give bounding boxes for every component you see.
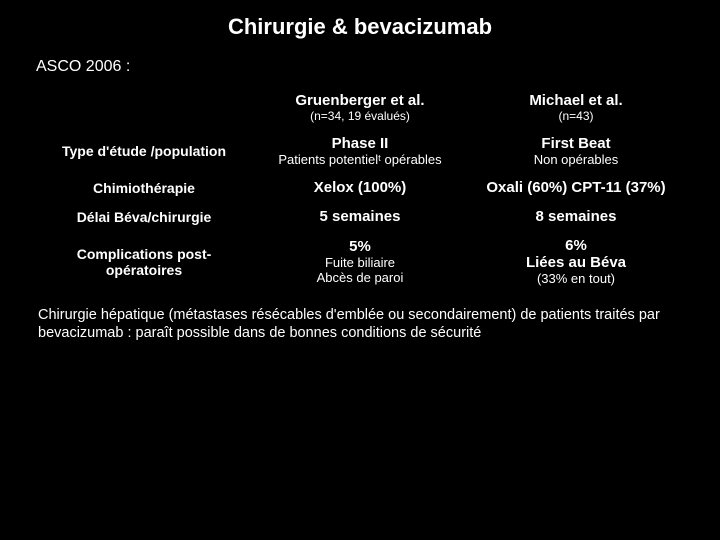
row-header-type-label: Type d'étude /population: [62, 143, 226, 159]
col-header-1: Gruenberger et al. (n=34, 19 évalués): [252, 86, 468, 129]
cell-compl-2: 6% Liées au Béva (33% en tout): [468, 231, 684, 292]
col-header-1-sub: (n=34, 19 évalués): [310, 109, 410, 123]
cell-compl-2-sub1: Liées au Béva: [526, 254, 626, 271]
cell-type-2-sub: Non opérables: [534, 152, 619, 167]
cell-delai-2: 8 semaines: [468, 202, 684, 231]
row-header-complications-label: Complications post-opératoires: [44, 246, 244, 278]
table-corner: [36, 86, 252, 129]
cell-chimio-2: Oxali (60%) CPT-11 (37%): [468, 173, 684, 202]
cell-compl-1-sub1: Fuite biliaire: [325, 255, 395, 270]
cell-type-1: Phase II Patients potentielᵗ opérables: [252, 129, 468, 173]
cell-compl-2-main: 6%: [565, 237, 587, 254]
slide: Chirurgie & bevacizumab ASCO 2006 : Grue…: [0, 0, 720, 540]
col-header-2: Michael et al. (n=43): [468, 86, 684, 129]
row-header-delai: Délai Béva/chirurgie: [36, 202, 252, 231]
row-header-complications: Complications post-opératoires: [36, 231, 252, 292]
cell-compl-1: 5% Fuite biliaire Abcès de paroi: [252, 231, 468, 292]
cell-compl-2-sub2: (33% en tout): [537, 271, 615, 286]
cell-type-1-sub: Patients potentielᵗ opérables: [278, 152, 441, 167]
row-header-chimio: Chimiothérapie: [36, 173, 252, 202]
cell-type-1-main: Phase II: [332, 135, 389, 152]
cell-chimio-1-main: Xelox (100%): [314, 179, 407, 196]
comparison-table: Gruenberger et al. (n=34, 19 évalués) Mi…: [36, 86, 684, 292]
cell-delai-1: 5 semaines: [252, 202, 468, 231]
cell-type-2: First Beat Non opérables: [468, 129, 684, 173]
cell-chimio-2-main: Oxali (60%) CPT-11 (37%): [486, 179, 665, 196]
col-header-1-main: Gruenberger et al.: [295, 92, 424, 109]
cell-type-2-main: First Beat: [541, 135, 610, 152]
page-title: Chirurgie & bevacizumab: [36, 14, 684, 40]
cell-delai-2-main: 8 semaines: [536, 208, 617, 225]
cell-delai-1-main: 5 semaines: [320, 208, 401, 225]
col-header-2-main: Michael et al.: [529, 92, 622, 109]
row-header-type: Type d'étude /population: [36, 129, 252, 173]
col-header-2-sub: (n=43): [558, 109, 593, 123]
row-header-chimio-label: Chimiothérapie: [93, 180, 195, 196]
cell-chimio-1: Xelox (100%): [252, 173, 468, 202]
subtitle: ASCO 2006 :: [36, 58, 684, 76]
row-header-delai-label: Délai Béva/chirurgie: [77, 209, 212, 225]
bottom-summary: Chirurgie hépatique (métastases résécabl…: [36, 306, 684, 342]
cell-compl-1-main: 5%: [349, 238, 371, 255]
cell-compl-1-sub2: Abcès de paroi: [317, 270, 404, 285]
